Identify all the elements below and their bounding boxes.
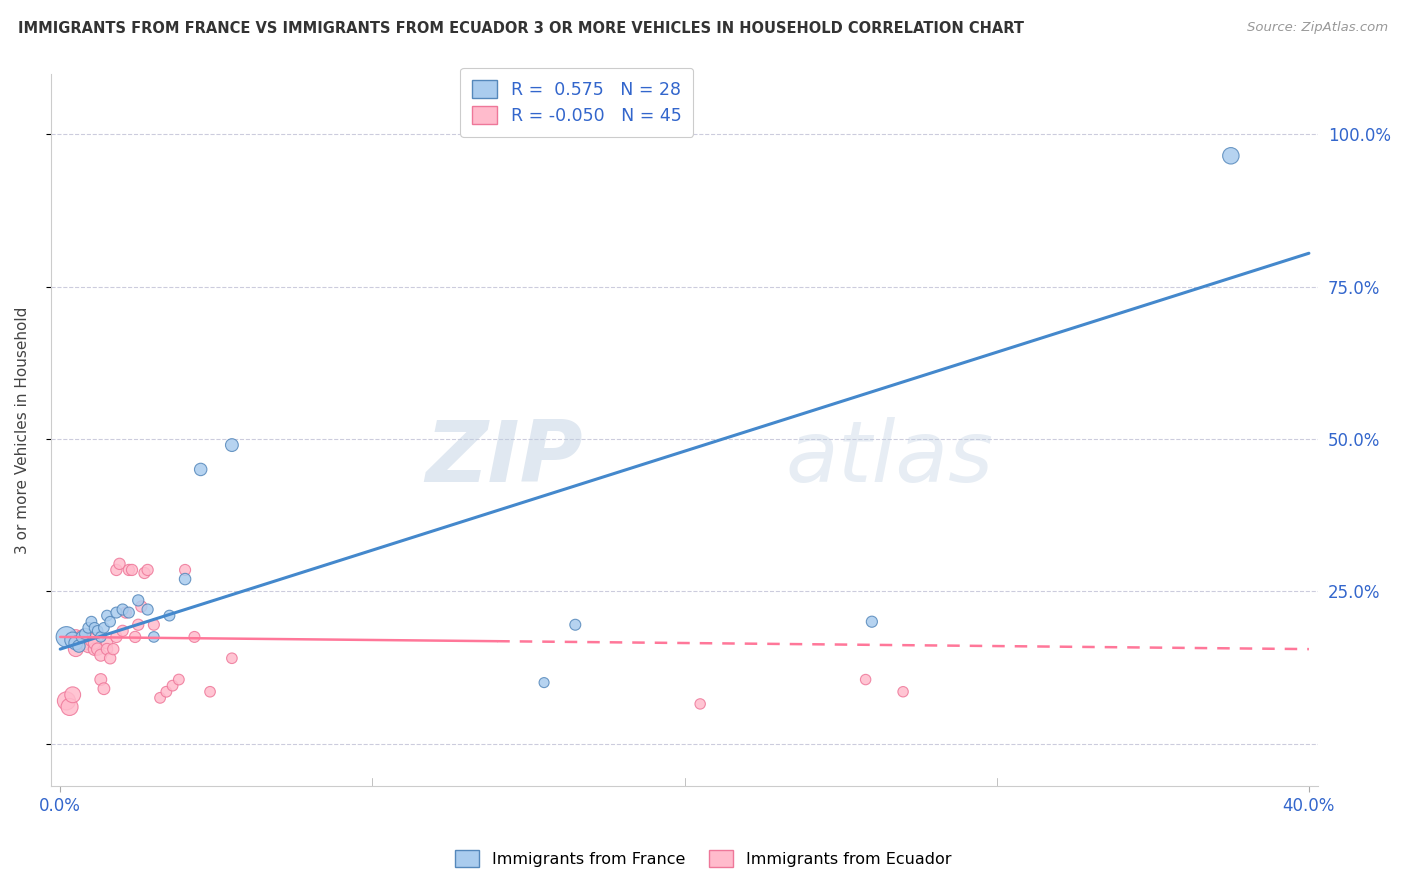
Legend: Immigrants from France, Immigrants from Ecuador: Immigrants from France, Immigrants from … bbox=[449, 844, 957, 873]
Point bbox=[75, 630, 97, 644]
Point bbox=[855, 673, 877, 687]
Point bbox=[860, 615, 883, 629]
Point bbox=[105, 630, 128, 644]
Point bbox=[90, 673, 112, 687]
Point bbox=[83, 636, 105, 650]
Point bbox=[134, 566, 156, 580]
Point bbox=[80, 632, 103, 647]
Point bbox=[121, 563, 143, 577]
Point bbox=[58, 700, 80, 714]
Point bbox=[118, 563, 141, 577]
Point bbox=[159, 608, 181, 623]
Point bbox=[136, 563, 159, 577]
Point bbox=[70, 630, 93, 644]
Text: Source: ZipAtlas.com: Source: ZipAtlas.com bbox=[1247, 21, 1388, 35]
Point bbox=[55, 630, 77, 644]
Point bbox=[190, 462, 212, 476]
Point bbox=[93, 621, 115, 635]
Point bbox=[108, 557, 131, 571]
Point bbox=[564, 617, 586, 632]
Point bbox=[149, 690, 172, 705]
Point bbox=[155, 684, 177, 698]
Point bbox=[67, 639, 90, 653]
Point bbox=[174, 563, 197, 577]
Point bbox=[689, 697, 711, 711]
Point bbox=[67, 636, 90, 650]
Point bbox=[142, 630, 165, 644]
Point bbox=[96, 636, 118, 650]
Point bbox=[118, 606, 141, 620]
Point bbox=[162, 679, 184, 693]
Point bbox=[98, 615, 121, 629]
Point bbox=[105, 563, 128, 577]
Point bbox=[142, 617, 165, 632]
Point bbox=[136, 602, 159, 616]
Point bbox=[86, 624, 108, 638]
Point bbox=[83, 642, 105, 657]
Point bbox=[111, 624, 134, 638]
Point bbox=[103, 642, 125, 657]
Point bbox=[198, 684, 221, 698]
Point bbox=[70, 630, 93, 644]
Point bbox=[86, 642, 108, 657]
Point bbox=[83, 621, 105, 635]
Point bbox=[111, 602, 134, 616]
Point bbox=[96, 608, 118, 623]
Point bbox=[105, 606, 128, 620]
Point bbox=[221, 651, 243, 665]
Point bbox=[77, 639, 100, 653]
Point bbox=[75, 636, 97, 650]
Point bbox=[65, 636, 87, 650]
Legend: R =  0.575   N = 28, R = -0.050   N = 45: R = 0.575 N = 28, R = -0.050 N = 45 bbox=[460, 68, 693, 136]
Point bbox=[96, 642, 118, 657]
Point bbox=[98, 651, 121, 665]
Point bbox=[62, 688, 84, 702]
Point bbox=[90, 648, 112, 663]
Point bbox=[77, 621, 100, 635]
Text: IMMIGRANTS FROM FRANCE VS IMMIGRANTS FROM ECUADOR 3 OR MORE VEHICLES IN HOUSEHOL: IMMIGRANTS FROM FRANCE VS IMMIGRANTS FRO… bbox=[18, 21, 1025, 37]
Point bbox=[891, 684, 914, 698]
Point bbox=[1219, 149, 1241, 163]
Point bbox=[114, 606, 136, 620]
Point bbox=[221, 438, 243, 452]
Y-axis label: 3 or more Vehicles in Household: 3 or more Vehicles in Household bbox=[15, 306, 30, 554]
Point bbox=[65, 642, 87, 657]
Point bbox=[131, 599, 153, 614]
Point bbox=[174, 572, 197, 586]
Point bbox=[65, 630, 87, 644]
Point bbox=[90, 630, 112, 644]
Point bbox=[533, 675, 555, 690]
Text: ZIP: ZIP bbox=[426, 417, 583, 500]
Point bbox=[127, 593, 149, 607]
Point bbox=[167, 673, 190, 687]
Point bbox=[183, 630, 205, 644]
Point bbox=[127, 617, 149, 632]
Point bbox=[75, 627, 97, 641]
Text: atlas: atlas bbox=[786, 417, 994, 500]
Point bbox=[93, 681, 115, 696]
Point bbox=[124, 630, 146, 644]
Point bbox=[62, 632, 84, 647]
Point bbox=[55, 694, 77, 708]
Point bbox=[80, 615, 103, 629]
